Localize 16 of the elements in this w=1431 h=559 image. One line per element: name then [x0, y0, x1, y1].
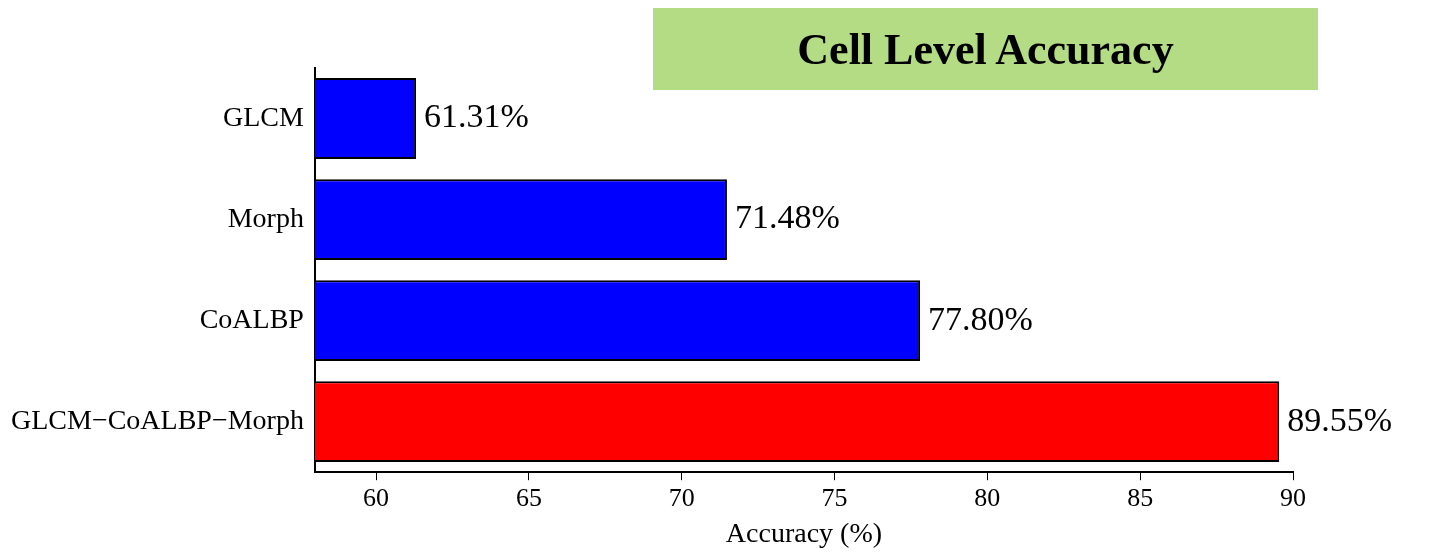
- y-tick-label: Morph: [227, 201, 304, 233]
- x-axis-title: Accuracy (%): [725, 516, 883, 548]
- y-tick-label: GLCM−CoALBP−Morph: [10, 404, 304, 436]
- x-tick-label: 90: [1280, 482, 1306, 512]
- x-tick-label: 70: [668, 482, 695, 512]
- x-tick-label: 60: [363, 482, 390, 512]
- x-tick-label: 65: [515, 482, 542, 512]
- y-tick-label: CoALBP: [199, 302, 304, 334]
- data-label: 61.31%: [424, 97, 529, 135]
- x-tick-label: 80: [974, 482, 1001, 512]
- data-label: 89.55%: [1287, 400, 1393, 438]
- x-tick-label: 85: [1127, 482, 1154, 512]
- y-tick-label: GLCM: [223, 100, 305, 132]
- data-label: 77.80%: [928, 299, 1033, 337]
- x-tick-label: 75: [821, 482, 848, 512]
- data-label: 71.48%: [734, 198, 840, 236]
